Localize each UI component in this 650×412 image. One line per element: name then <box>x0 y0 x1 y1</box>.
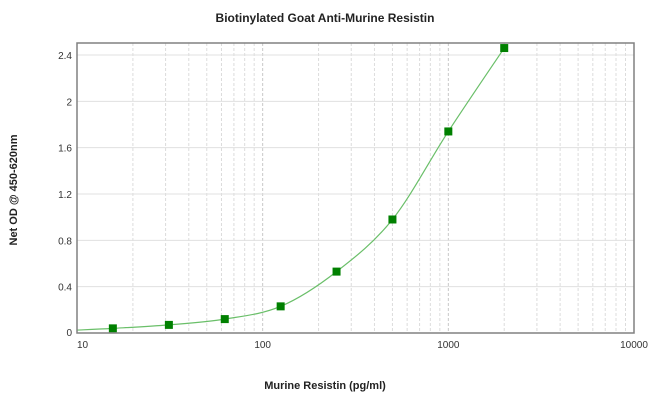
x-tick-label: 10000 <box>620 340 648 351</box>
x-axis-label: Murine Resistin (pg/ml) <box>264 380 386 392</box>
y-tick-label: 1.6 <box>58 144 72 155</box>
data-point-marker <box>220 315 229 324</box>
y-axis-ticks: 0 0.4 0.8 1.2 1.6 2 2.4 <box>58 51 72 339</box>
fit-curve <box>76 47 505 331</box>
y-tick-label: 0.4 <box>58 283 72 294</box>
x-tick-label: 100 <box>254 340 271 351</box>
y-tick-label: 0.8 <box>58 236 72 247</box>
data-point-marker <box>164 320 173 329</box>
chart-title: Biotinylated Goat Anti-Murine Resistin <box>215 11 435 25</box>
y-tick-label: 2 <box>66 97 72 108</box>
data-point-marker <box>108 324 117 333</box>
y-tick-label: 1.2 <box>58 190 72 201</box>
y-tick-label: 0 <box>66 328 72 339</box>
x-tick-label: 1000 <box>437 340 460 351</box>
x-axis-ticks: 10 100 1000 10000 <box>77 340 648 351</box>
gridlines <box>77 43 634 333</box>
y-tick-label: 2.4 <box>58 51 72 62</box>
data-points <box>108 44 509 333</box>
data-point-marker <box>388 215 397 224</box>
plot-frame <box>76 42 635 334</box>
x-tick-label: 10 <box>77 340 89 351</box>
data-point-marker <box>276 302 285 311</box>
data-point-marker <box>500 44 509 53</box>
data-point-marker <box>332 267 341 276</box>
data-point-marker <box>444 127 453 136</box>
